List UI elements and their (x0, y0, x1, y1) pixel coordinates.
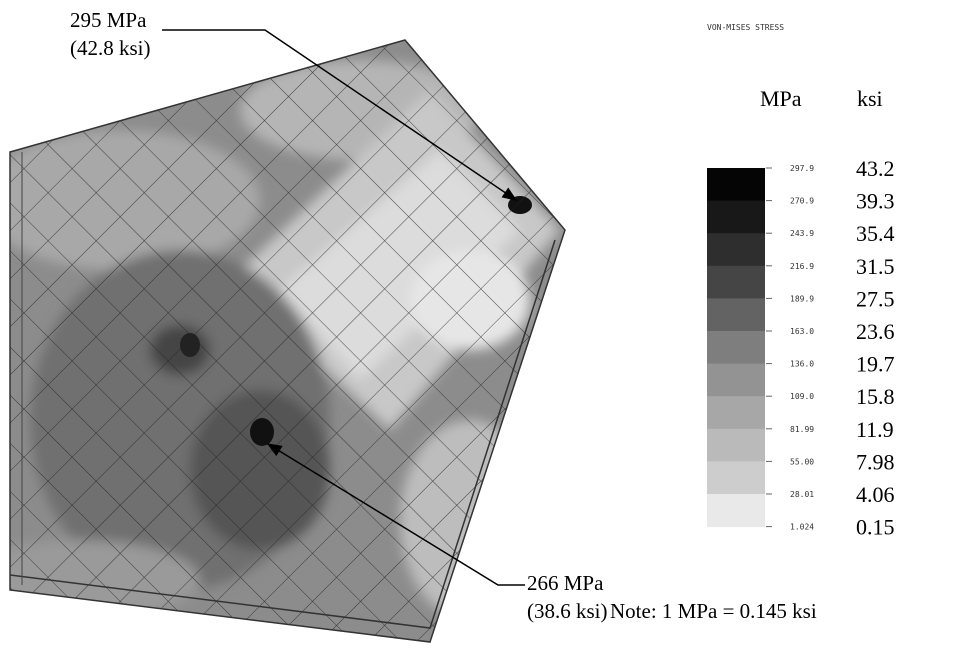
legend-ksi-label: 19.7 (856, 352, 895, 377)
legend-ksi-label: 4.06 (856, 482, 895, 507)
legend-mpa-label: 109.0 (790, 392, 814, 401)
legend-ksi-label: 43.2 (856, 156, 895, 181)
figure: 295 MPa (42.8 ksi) 266 MPa (38.6 ksi) VO… (0, 0, 966, 648)
legend-mpa-label: 28.01 (790, 490, 814, 499)
legend-mpa-label: 136.0 (790, 360, 814, 369)
legend-ksi-label: 7.98 (856, 449, 895, 474)
legend-swatch (707, 396, 765, 429)
legend-mpa-label: 297.9 (790, 164, 814, 173)
legend-mpa-label: 189.9 (790, 294, 814, 303)
legend-swatch (707, 331, 765, 364)
legend-swatch (707, 494, 765, 527)
legend-ksi-label: 23.6 (856, 319, 895, 344)
legend-ksi-label: 31.5 (856, 254, 895, 279)
annotation-label: 266 MPa (527, 571, 604, 595)
legend-mpa-label: 216.9 (790, 262, 814, 271)
fea-model (0, 0, 600, 648)
legend-swatch (707, 298, 765, 331)
legend-swatch (707, 461, 765, 494)
annotation-label: (38.6 ksi) (527, 599, 608, 623)
legend-swatch (707, 168, 765, 201)
legend-mpa-label: 163.0 (790, 327, 814, 336)
legend-ksi-label: 15.8 (856, 384, 895, 409)
annotation-label: (42.8 ksi) (70, 36, 151, 60)
legend: 297.9 43.2 270.9 39.3 243.9 35.4 216.9 31.5 189.… (707, 156, 895, 540)
legend-mpa-label: 55.00 (790, 457, 814, 466)
legend-swatch (707, 266, 765, 299)
legend-mpa-label: 81.99 (790, 425, 814, 434)
legend-ksi-label: 39.3 (856, 189, 895, 214)
legend-mpa-label: 1.024 (790, 523, 814, 532)
legend-title: VON-MISES STRESS (707, 23, 784, 32)
legend-ksi-label: 27.5 (856, 286, 895, 311)
legend-swatch (707, 364, 765, 397)
legend-swatch (707, 201, 765, 234)
legend-swatch (707, 233, 765, 266)
note: Note: 1 MPa = 0.145 ksi (610, 599, 817, 623)
annotation-label: 295 MPa (70, 8, 147, 32)
legend-swatch (707, 429, 765, 462)
legend-ksi-label: 35.4 (856, 221, 895, 246)
legend-ksi-label: 11.9 (856, 417, 894, 442)
legend-header: MPa (760, 86, 802, 111)
legend-ksi-label: 0.15 (856, 515, 895, 540)
legend-header: ksi (857, 86, 883, 111)
legend-mpa-label: 270.9 (790, 197, 814, 206)
legend-mpa-label: 243.9 (790, 229, 814, 238)
